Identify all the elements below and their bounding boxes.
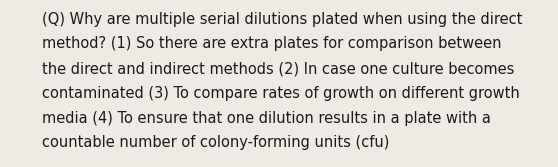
Text: countable number of colony-forming units (cfu): countable number of colony-forming units… bbox=[42, 135, 389, 150]
Text: method? (1) So there are extra plates for comparison between: method? (1) So there are extra plates fo… bbox=[42, 36, 501, 51]
Text: media (4) To ensure that one dilution results in a plate with a: media (4) To ensure that one dilution re… bbox=[42, 111, 490, 126]
Text: the direct and indirect methods (2) In case one culture becomes: the direct and indirect methods (2) In c… bbox=[42, 61, 514, 76]
Text: (Q) Why are multiple serial dilutions plated when using the direct: (Q) Why are multiple serial dilutions pl… bbox=[42, 12, 522, 27]
Text: contaminated (3) To compare rates of growth on different growth: contaminated (3) To compare rates of gro… bbox=[42, 86, 519, 101]
